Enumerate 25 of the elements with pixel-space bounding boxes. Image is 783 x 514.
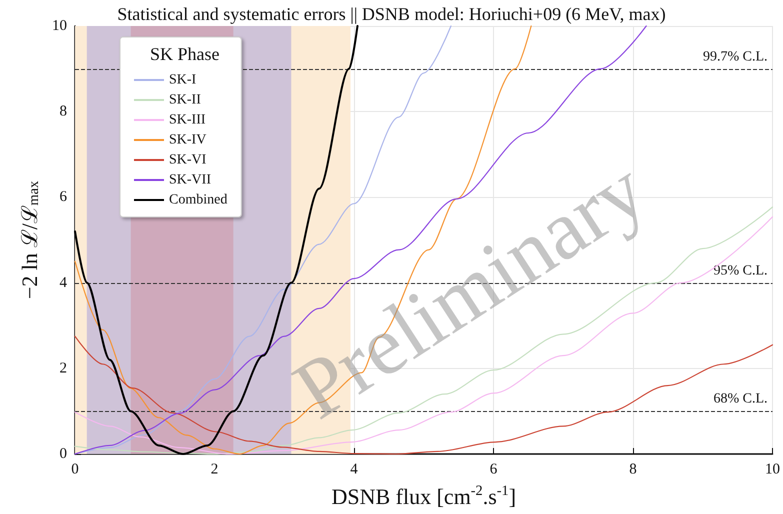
x-tick-label: 6	[490, 462, 498, 478]
legend-label: SK-IV	[169, 132, 206, 148]
legend-label: SK-III	[169, 112, 206, 128]
x-tick-label: 10	[765, 462, 780, 478]
y-tick-label: 8	[60, 104, 67, 120]
legend-title: SK Phase	[150, 44, 220, 64]
ref-line-label: 99.7% C.L.	[702, 49, 768, 64]
y-tick-label: 6	[60, 189, 68, 206]
legend-label: SK-I	[169, 72, 197, 88]
ref-line-label: 95% C.L.	[713, 263, 768, 278]
y-tick-label: 4	[60, 274, 68, 291]
x-tick-label: 0	[71, 462, 79, 478]
chart-title: Statistical and systematic errors || DSNB model: Horiuchi+09 (6 MeV, max)	[117, 4, 666, 24]
y-axis-title: −2 ln ℒ/ℒmax	[17, 180, 42, 300]
x-tick-label: 4	[350, 462, 358, 478]
ref-line-label: 68% C.L.	[713, 392, 768, 407]
legend-label: SK-II	[169, 92, 202, 108]
x-tick-label: 2	[210, 462, 218, 478]
legend-label: SK-VII	[169, 172, 212, 188]
y-tick-label: 2	[60, 360, 67, 376]
y-tick-label: 10	[52, 18, 67, 34]
x-tick-label: 8	[629, 462, 637, 478]
legend-label: Combined	[169, 192, 228, 208]
y-tick-label: 0	[60, 446, 67, 462]
legend-label: SK-VI	[169, 152, 207, 168]
